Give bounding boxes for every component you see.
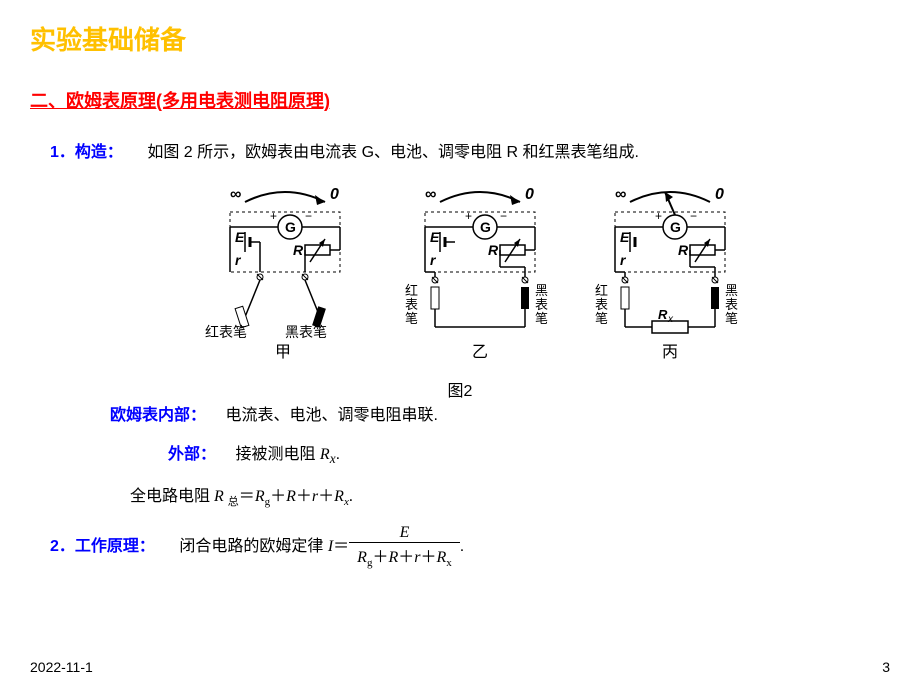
svg-text:红: 红 [405,283,418,298]
diagram-jia: ∞ 0 G + − E r R [175,177,365,367]
point-1-text: 如图 2 所示，欧姆表由电流表 G、电池、调零电阻 R 和红黑表笔组成. [147,144,639,161]
svg-text:∞: ∞ [425,186,436,203]
svg-text:R: R [658,307,668,322]
footer-page: 3 [882,659,890,675]
red-pen-label: 红表笔 [205,324,247,340]
svg-text:x: x [667,314,674,325]
svg-text:表: 表 [595,297,608,312]
svg-text:笔: 笔 [725,311,738,326]
external-label: 外部： [168,446,216,463]
svg-text:笔: 笔 [405,311,418,326]
svg-text:0: 0 [715,186,724,203]
svg-text:笔: 笔 [595,311,608,326]
external-text: 接被测电阻 Rx. [235,446,340,463]
svg-text:+: + [655,209,662,223]
svg-text:乙: 乙 [472,344,488,361]
R-label: R [293,242,304,258]
point-2-text: 闭合电路的欧姆定律 I＝ERg＋R＋r＋Rx. [179,538,464,555]
svg-text:表: 表 [405,297,418,312]
internal-label: 欧姆表内部： [110,407,206,424]
internal-point: 欧姆表内部： 电流表、电池、调零电阻串联. [30,401,890,425]
point-1: 1．构造： 如图 2 所示，欧姆表由电流表 G、电池、调零电阻 R 和红黑表笔组… [30,138,890,162]
svg-text:−: − [500,209,507,223]
diagram-yi: ∞ 0 G + − E r R 红 表 笔 [380,177,555,367]
svg-text:−: − [690,209,697,223]
svg-text:G: G [670,219,681,235]
svg-text:丙: 丙 [662,344,678,361]
external-point: 外部： 接被测电阻 Rx. [30,440,890,467]
svg-text:R: R [488,242,499,258]
svg-text:红: 红 [595,283,608,298]
inf-label: ∞ [230,186,241,203]
svg-text:−: − [305,209,312,223]
svg-text:r: r [620,252,627,268]
svg-text:表: 表 [725,297,738,312]
r-label: r [235,252,242,268]
section-title: 二、欧姆表原理(多用电表测电阻原理) [30,87,890,113]
svg-text:E: E [430,229,440,245]
footer-date: 2022-11-1 [30,659,93,675]
svg-text:R: R [678,242,689,258]
svg-text:黑: 黑 [725,283,738,298]
jia-label: 甲 [275,344,291,361]
svg-text:+: + [270,209,277,223]
svg-text:G: G [480,219,491,235]
g-label: G [285,219,296,235]
point-1-num: 1．构造： [50,144,123,161]
diagram-bing: ∞ 0 G + − E r R 红 表 笔 黑 [570,177,745,367]
main-title: 实验基础储备 [30,20,890,57]
e-label: E [235,229,245,245]
svg-text:+: + [465,209,472,223]
svg-text:∞: ∞ [615,186,626,203]
black-pen-label: 黑表笔 [285,324,327,340]
svg-text:0: 0 [525,186,534,203]
svg-text:黑: 黑 [535,283,548,298]
point-2: 2．工作原理： 闭合电路的欧姆定律 I＝ERg＋R＋r＋Rx. [30,524,890,569]
frac-num: E [349,524,460,543]
svg-text:笔: 笔 [535,311,548,326]
internal-text: 电流表、电池、调零电阻串联. [225,407,437,424]
svg-text:r: r [430,252,437,268]
svg-text:表: 表 [535,297,548,312]
figure-caption: 图2 [30,377,890,401]
zero-label: 0 [330,186,339,203]
svg-text:E: E [620,229,630,245]
point-2-num: 2．工作原理： [50,538,155,555]
formula-total-r: 全电路电阻 R 总＝Rg＋R＋r＋Rx. [30,482,890,509]
circuit-diagrams: ∞ 0 G + − E r R [30,177,890,367]
